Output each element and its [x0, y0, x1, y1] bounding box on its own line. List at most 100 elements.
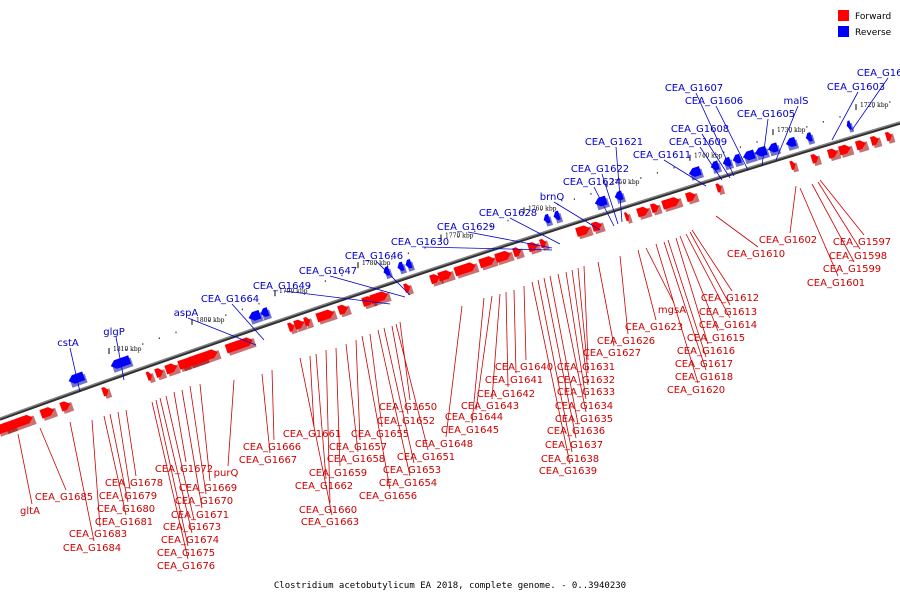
gene-label[interactable]: CEA_G1635: [555, 414, 613, 425]
gene-label[interactable]: CEA_G1633: [557, 387, 615, 398]
gene-label[interactable]: CEA_G1626: [597, 336, 655, 347]
gene-label[interactable]: CEA_G1669: [179, 483, 237, 494]
gene-label[interactable]: CEA_G1627: [583, 348, 641, 359]
gene-label[interactable]: CEA_G1644: [445, 412, 503, 423]
gene-label[interactable]: CEA_G1660: [299, 505, 357, 516]
gene-label[interactable]: CEA_G1638: [541, 454, 599, 465]
gene-label[interactable]: CEA_G1614: [699, 320, 757, 331]
gene-label[interactable]: CEA_G1662: [295, 481, 353, 492]
gene-label[interactable]: CEA_G1641: [485, 375, 543, 386]
gene-label[interactable]: CEA_G1654: [379, 478, 437, 489]
gene-label[interactable]: CEA_G1622: [571, 164, 629, 175]
gene-label[interactable]: CEA_G1657: [329, 442, 387, 453]
gene-label[interactable]: CEA_G1630: [391, 237, 449, 248]
forward-gene-arrow: [837, 144, 855, 158]
gene-leader-line: [361, 335, 391, 490]
gene-label[interactable]: CEA_G1623: [625, 322, 683, 333]
gene-label[interactable]: CEA_G1648: [415, 439, 473, 450]
gene-label[interactable]: CEA_G1603: [827, 82, 885, 93]
gene-label[interactable]: malS: [784, 96, 809, 107]
gene-label[interactable]: CEA_G1651: [397, 452, 455, 463]
gene-leader-line: [553, 201, 601, 231]
gene-label[interactable]: mgsA: [658, 305, 686, 316]
gene-leader-line: [159, 397, 193, 534]
gene-label[interactable]: cstA: [57, 338, 79, 349]
gene-label[interactable]: CEA_G1653: [383, 465, 441, 476]
gene-label[interactable]: CEA_G1620: [667, 385, 725, 396]
gene-label[interactable]: CEA_G1646: [345, 251, 403, 262]
gene-label[interactable]: CEA_G1640: [495, 362, 553, 373]
gene-leader-line: [345, 343, 359, 453]
gene-label[interactable]: CEA_G1618: [675, 372, 733, 383]
reverse-gene-arrow: [260, 307, 272, 321]
gene-label[interactable]: CEA_G1647: [299, 266, 357, 277]
gene-label[interactable]: CEA_G1605: [737, 109, 795, 120]
gene-label[interactable]: CEA_G1606: [685, 96, 743, 107]
gene-label[interactable]: CEA_G1671: [171, 510, 229, 521]
gene-leader-line: [189, 385, 207, 495]
gene-label[interactable]: CEA_G1632: [557, 375, 615, 386]
gene-leader-line: [471, 297, 485, 424]
gene-label[interactable]: CEA_G1673: [163, 522, 221, 533]
gene-label[interactable]: CEA_G1621: [585, 137, 643, 148]
gene-label[interactable]: CEA_G1639: [539, 466, 597, 477]
gene-label[interactable]: CEA_G1658: [327, 454, 385, 465]
gene-label[interactable]: CEA_G1659: [309, 468, 367, 479]
gene-label[interactable]: glgP: [103, 327, 125, 338]
gene-label[interactable]: CEA_G1672: [155, 464, 213, 475]
gene-label[interactable]: CEA_G1642: [477, 389, 535, 400]
gene-label[interactable]: CEA_G1628: [479, 208, 537, 219]
gene-label[interactable]: gltA: [20, 506, 40, 517]
gene-label[interactable]: CEA_G1675: [157, 548, 215, 559]
gene-label[interactable]: CEA_G1649: [253, 281, 311, 292]
gene-label[interactable]: CEA_G1624: [563, 177, 621, 188]
gene-label[interactable]: CEA_G1664: [201, 294, 259, 305]
gene-label[interactable]: CEA_G1643: [461, 401, 519, 412]
gene-label[interactable]: CEA_G1629: [437, 222, 495, 233]
gene-label[interactable]: CEA_G1684: [63, 543, 121, 554]
gene-label[interactable]: CEA_G1681: [95, 517, 153, 528]
gene-label[interactable]: CEA_G1615: [687, 333, 745, 344]
forward-gene-arrow: [369, 291, 392, 307]
gene-label[interactable]: CEA_G1631: [557, 362, 615, 373]
gene-label[interactable]: brnQ: [540, 192, 565, 203]
gene-label[interactable]: CEA_G1663: [301, 517, 359, 528]
gene-label[interactable]: CEA_G1650: [379, 402, 437, 413]
gene-label[interactable]: CEA_G1678: [105, 478, 163, 489]
gene-label[interactable]: CEA_G1676: [157, 561, 215, 572]
minor-tick: [457, 236, 459, 238]
gene-label[interactable]: CEA_G1683: [69, 529, 127, 540]
gene-label[interactable]: CEA_G1667: [239, 455, 297, 466]
gene-label[interactable]: CEA_G1634: [555, 401, 613, 412]
gene-label[interactable]: CEA_G1599: [823, 264, 881, 275]
gene-label[interactable]: CEA_G1670: [175, 496, 233, 507]
gene-label[interactable]: CEA_G1679: [99, 491, 157, 502]
gene-label[interactable]: CEA_G1611: [633, 150, 691, 161]
gene-label[interactable]: CEA_G1616: [677, 346, 735, 357]
gene-label[interactable]: CEA_G1652: [377, 416, 435, 427]
gene-label[interactable]: purQ: [214, 468, 239, 479]
gene-label[interactable]: CEA_G1661: [283, 429, 341, 440]
gene-label[interactable]: CEA_G1685: [35, 492, 93, 503]
gene-label[interactable]: CEA_G1607: [665, 83, 723, 94]
gene-label[interactable]: CEA_G1609: [669, 137, 727, 148]
gene-label[interactable]: CEA_G1598: [829, 251, 887, 262]
gene-label[interactable]: CEA_G1600: [857, 68, 900, 79]
gene-label[interactable]: CEA_G1637: [545, 440, 603, 451]
gene-label[interactable]: CEA_G1612: [701, 293, 759, 304]
gene-label[interactable]: CEA_G1597: [833, 237, 891, 248]
gene-label[interactable]: CEA_G1656: [359, 491, 417, 502]
gene-label[interactable]: CEA_G1601: [807, 278, 865, 289]
gene-label[interactable]: aspA: [174, 308, 199, 319]
gene-label[interactable]: CEA_G1674: [161, 535, 219, 546]
gene-label[interactable]: CEA_G1608: [671, 124, 729, 135]
gene-label[interactable]: CEA_G1666: [243, 442, 301, 453]
gene-label[interactable]: CEA_G1610: [727, 249, 785, 260]
gene-label[interactable]: CEA_G1636: [547, 426, 605, 437]
gene-label[interactable]: CEA_G1613: [699, 307, 757, 318]
gene-label[interactable]: CEA_G1645: [441, 425, 499, 436]
gene-leader-line: [271, 369, 275, 441]
gene-label[interactable]: CEA_G1680: [97, 504, 155, 515]
gene-label[interactable]: CEA_G1602: [759, 235, 817, 246]
gene-leader-line: [663, 159, 707, 187]
